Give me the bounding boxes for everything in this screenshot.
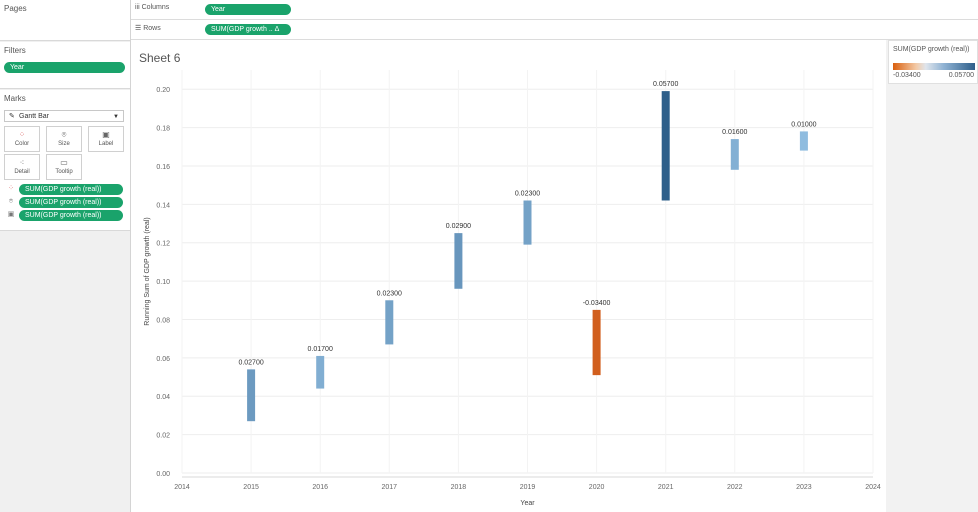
marks-field-size[interactable]: SUM(GDP growth (real))	[19, 197, 123, 208]
left-panel: Pages Filters Year Marks ✎ Gantt Bar ▼ ⁘…	[0, 0, 131, 512]
size-icon: ⌾	[8, 198, 14, 205]
y-tick-label: 0.08	[156, 317, 170, 324]
x-tick-label: 2022	[727, 484, 743, 491]
color-dots-icon: ⁘	[18, 130, 26, 139]
y-tick-label: 0.16	[156, 164, 170, 171]
gantt-bar	[730, 139, 739, 170]
bar-value-label: 0.02300	[377, 290, 402, 297]
bar-value-label: 0.02900	[446, 223, 471, 230]
x-tick-label: 2024	[865, 484, 881, 491]
gantt-bar	[799, 131, 808, 151]
bar-value-label: 0.02300	[515, 190, 540, 197]
rows-label-text: Rows	[143, 25, 161, 32]
gantt-bar	[661, 91, 670, 201]
rows-shelf-label: ☰ Rows	[135, 24, 161, 32]
gantt-bar	[247, 369, 256, 422]
tooltip-button-label: Tooltip	[55, 169, 73, 175]
color-dots-icon: ⁘	[8, 185, 14, 192]
color-legend[interactable]: SUM(GDP growth (real)) -0.03400 0.05700	[888, 40, 978, 84]
filter-pill-year[interactable]: Year	[4, 62, 125, 73]
legend-min: -0.03400	[893, 72, 921, 79]
pages-title: Pages	[4, 4, 27, 13]
label-icon: ▣	[7, 211, 15, 218]
x-tick-label: 2021	[658, 484, 674, 491]
columns-icon: iii	[135, 4, 140, 11]
sheet-title: Sheet 6	[139, 51, 181, 65]
tooltip-button[interactable]: ▭ Tooltip	[46, 154, 82, 180]
gantt-bar	[592, 309, 601, 376]
y-tick-label: 0.00	[156, 471, 170, 478]
detail-button-label: Detail	[14, 169, 30, 175]
size-icon: ⌾	[61, 130, 67, 139]
marks-title: Marks	[4, 94, 26, 103]
x-tick-label: 2017	[382, 484, 398, 491]
legend-gradient	[893, 63, 975, 70]
x-tick-label: 2015	[243, 484, 259, 491]
y-tick-label: 0.20	[156, 87, 170, 94]
label-button-label: Label	[98, 141, 114, 147]
tooltip-icon: ▭	[60, 158, 68, 167]
y-tick-label: 0.12	[156, 241, 170, 248]
gantt-bar	[316, 355, 325, 389]
marks-field-label[interactable]: SUM(GDP growth (real))	[19, 210, 123, 221]
gantt-bar	[523, 200, 532, 245]
x-tick-label: 2014	[174, 484, 190, 491]
y-tick-label: 0.10	[156, 279, 170, 286]
filters-title: Filters	[4, 46, 26, 55]
worksheet-view[interactable]: Sheet 6 0.00 0.02 0.04 0.06 0.08 0.10 0.12 0.14…	[131, 40, 886, 512]
x-tick-label: 2023	[796, 484, 812, 491]
bar-value-label: -0.03400	[583, 300, 611, 307]
x-tick-label: 2019	[520, 484, 536, 491]
rows-shelf[interactable]: ☰ Rows SUM(GDP growth .. Δ	[131, 20, 978, 40]
gantt-icon: ✎	[9, 113, 15, 120]
bar-value-label: 0.02700	[238, 359, 263, 366]
bar-value-label: 0.01600	[722, 129, 747, 136]
bar-value-label: 0.05700	[653, 81, 678, 88]
mark-type-dropdown[interactable]: ✎ Gantt Bar ▼	[4, 110, 124, 122]
chevron-down-icon: ▼	[113, 114, 119, 120]
y-tick-label: 0.02	[156, 433, 170, 440]
columns-pill-year[interactable]: Year	[205, 4, 291, 15]
detail-icon: ⁖	[19, 158, 25, 167]
label-icon: ▣	[102, 130, 110, 139]
columns-shelf[interactable]: iii Columns Year	[131, 0, 978, 20]
size-button-label: Size	[58, 141, 70, 147]
x-tick-label: 2016	[312, 484, 328, 491]
bar-value-label: 0.01700	[308, 346, 333, 353]
columns-shelf-label: iii Columns	[135, 4, 169, 11]
y-tick-label: 0.14	[156, 202, 170, 209]
y-tick-label: 0.06	[156, 356, 170, 363]
size-button[interactable]: ⌾ Size	[46, 126, 82, 152]
filters-shelf[interactable]: Filters Year	[0, 42, 130, 89]
mark-type-value: Gantt Bar	[19, 113, 49, 120]
y-axis-title: Running Sum of GDP growth (real)	[144, 217, 151, 325]
legend-title: SUM(GDP growth (real))	[893, 46, 970, 53]
color-button[interactable]: ⁘ Color	[4, 126, 40, 152]
color-button-label: Color	[14, 141, 30, 147]
gantt-bar	[385, 300, 394, 345]
bar-value-label: 0.01000	[791, 121, 816, 128]
gantt-chart: 0.00 0.02 0.04 0.06 0.08 0.10 0.12 0.14 0.16 0.18…	[144, 70, 881, 507]
rows-icon: ☰	[135, 25, 142, 32]
y-tick-label: 0.04	[156, 394, 170, 401]
columns-label-text: Columns	[141, 4, 170, 11]
x-tick-label: 2018	[451, 484, 467, 491]
y-tick-label: 0.18	[156, 126, 170, 133]
marks-field-color[interactable]: SUM(GDP growth (real))	[19, 184, 123, 195]
x-axis-title: Year	[520, 500, 535, 507]
detail-button[interactable]: ⁖ Detail	[4, 154, 40, 180]
legend-max: 0.05700	[948, 72, 974, 79]
x-tick-label: 2020	[589, 484, 605, 491]
gantt-bar	[454, 233, 463, 289]
pages-shelf[interactable]: Pages	[0, 0, 130, 41]
label-button[interactable]: ▣ Label	[88, 126, 124, 152]
rows-pill-gdp[interactable]: SUM(GDP growth .. Δ	[205, 24, 291, 35]
